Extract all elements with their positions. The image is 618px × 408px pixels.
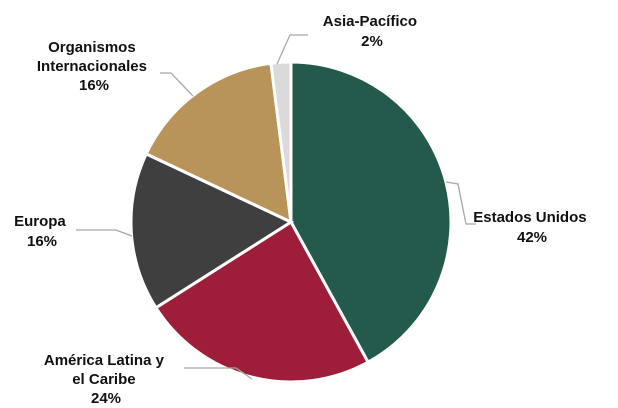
label-organismos-internacionales: Organismos Internacionales 16% [37,39,151,94]
pie-slice-organismos-internacionales [144,61,293,225]
label-estados-unidos: Estados Unidos 42% [473,209,591,246]
value-estados-unidos: 42% [517,229,547,246]
leader-estados-unidos [445,181,476,225]
value-america-latina: 24% [91,390,121,407]
leader-organismos-internacionales [160,72,194,97]
value-asia-pacifico: 2% [361,33,383,50]
pie-slices [129,60,453,384]
value-organismos-internacionales: 16% [79,77,109,94]
leader-asia-pacifico [276,34,308,65]
pie-slice-america-latina-y-el-caribe [153,219,371,384]
leader-america-latina [184,367,253,380]
label-europa: Europa 16% [14,213,70,250]
value-europa: 16% [27,233,57,250]
pie-slice-europa [129,151,295,310]
leader-lines [76,34,476,380]
label-america-latina: América Latina y el Caribe 24% [44,352,168,407]
pie-slice-asia-pacifico [269,60,293,223]
pie-slice-estados-unidos [289,60,453,365]
leader-europa [76,229,133,237]
label-asia-pacifico: Asia-Pacífico 2% [323,13,421,50]
